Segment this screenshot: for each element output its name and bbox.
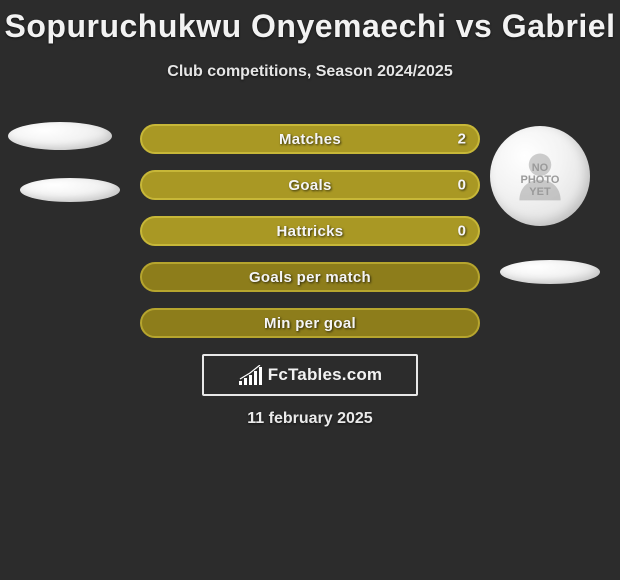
bar-chart-icon — [238, 365, 262, 385]
stat-label: Goals — [288, 177, 331, 194]
brand-text: FcTables.com — [268, 365, 383, 385]
stat-value-right: 0 — [458, 223, 466, 240]
stat-row-goals-per-match: Goals per match — [140, 262, 480, 292]
stat-value-right: 2 — [458, 131, 466, 148]
stat-label: Goals per match — [249, 269, 371, 286]
stat-row-matches: Matches 2 — [140, 124, 480, 154]
right-player-avatar: NOPHOTOYET — [490, 126, 590, 226]
no-photo-label: NOPHOTOYET — [521, 162, 560, 198]
stat-row-min-per-goal: Min per goal — [140, 308, 480, 338]
left-avatar-placeholder-2 — [20, 178, 120, 202]
stat-row-goals: Goals 0 — [140, 170, 480, 200]
left-avatar-placeholder-1 — [8, 122, 112, 150]
stat-label: Hattricks — [277, 223, 344, 240]
stat-label: Matches — [279, 131, 341, 148]
right-avatar-placeholder-shadow — [500, 260, 600, 284]
stats-container: Matches 2 Goals 0 Hattricks 0 Goals per … — [140, 124, 480, 354]
stat-row-hattricks: Hattricks 0 — [140, 216, 480, 246]
stat-label: Min per goal — [264, 315, 356, 332]
brand-badge: FcTables.com — [202, 354, 418, 396]
page-subtitle: Club competitions, Season 2024/2025 — [0, 63, 620, 81]
page-title: Sopuruchukwu Onyemaechi vs Gabriel — [0, 0, 620, 45]
footer-date: 11 february 2025 — [0, 410, 620, 428]
stat-value-right: 0 — [458, 177, 466, 194]
